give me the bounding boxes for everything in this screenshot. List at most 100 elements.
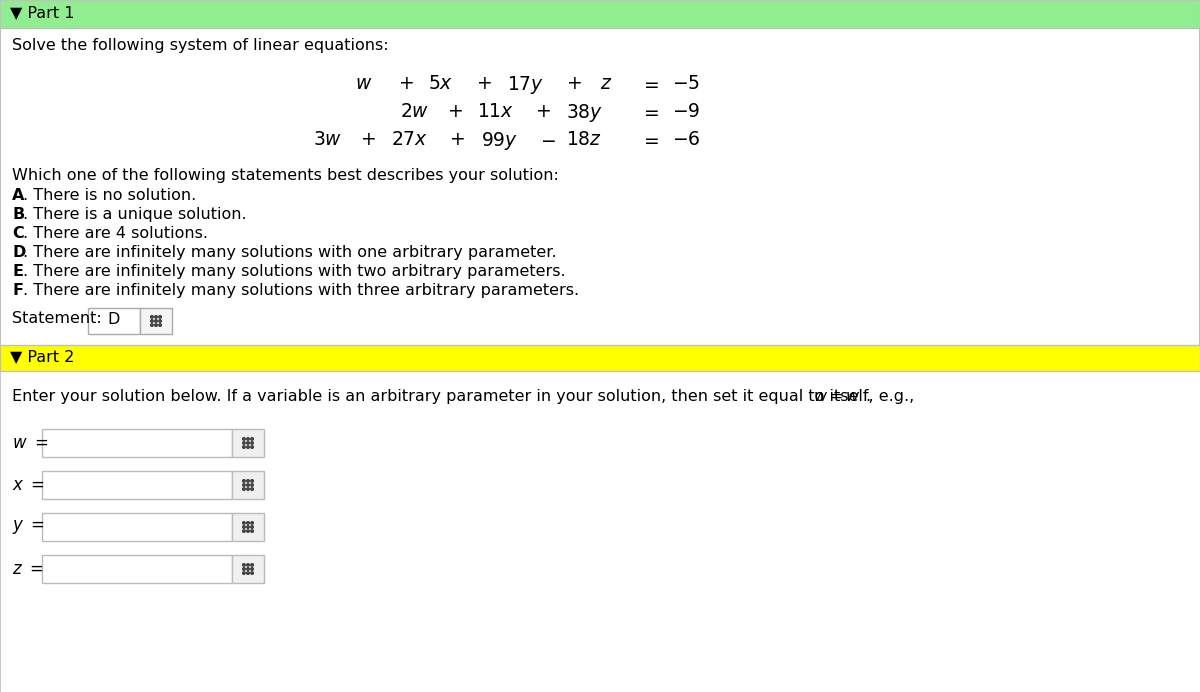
Circle shape	[251, 530, 253, 532]
Circle shape	[242, 484, 245, 486]
Bar	[42, 555, 232, 583]
Bar	[232, 429, 264, 457]
Text: . There are infinitely many solutions with three arbitrary parameters.: . There are infinitely many solutions wi…	[23, 283, 580, 298]
Text: $17y$: $17y$	[508, 74, 544, 96]
Text: F: F	[12, 283, 23, 298]
Text: . There are infinitely many solutions with two arbitrary parameters.: . There are infinitely many solutions wi…	[23, 264, 565, 279]
Text: . There are 4 solutions.: . There are 4 solutions.	[23, 226, 208, 241]
Circle shape	[242, 446, 245, 448]
Circle shape	[251, 446, 253, 448]
Text: ▼ Part 2: ▼ Part 2	[10, 349, 74, 364]
Circle shape	[247, 526, 250, 528]
Text: E: E	[12, 264, 23, 279]
Circle shape	[251, 564, 253, 566]
Bar	[0, 371, 1200, 692]
Text: Which one of the following statements best describes your solution:: Which one of the following statements be…	[12, 168, 559, 183]
Circle shape	[151, 324, 154, 327]
Circle shape	[251, 437, 253, 440]
Text: $3w$: $3w$	[313, 130, 342, 149]
Text: $+$: $+$	[566, 74, 582, 93]
Circle shape	[251, 484, 253, 486]
Text: $=$: $=$	[640, 102, 660, 121]
Circle shape	[251, 572, 253, 574]
Text: . There is no solution.: . There is no solution.	[23, 188, 197, 203]
Circle shape	[242, 488, 245, 491]
Text: . There are infinitely many solutions with one arbitrary parameter.: . There are infinitely many solutions wi…	[23, 245, 557, 260]
Text: $+$: $+$	[446, 102, 463, 121]
Circle shape	[158, 316, 161, 318]
Bar	[232, 471, 264, 499]
Circle shape	[247, 567, 250, 570]
Circle shape	[158, 320, 161, 322]
Text: $+$: $+$	[476, 74, 492, 93]
Circle shape	[251, 480, 253, 482]
Text: D: D	[108, 312, 120, 327]
Text: $w = w$: $w = w$	[814, 389, 860, 404]
Circle shape	[247, 446, 250, 448]
Text: $+$: $+$	[449, 130, 464, 149]
Circle shape	[242, 564, 245, 566]
Circle shape	[155, 320, 157, 322]
Text: Enter your solution below. If a variable is an arbitrary parameter in your solut: Enter your solution below. If a variable…	[12, 389, 919, 404]
Circle shape	[242, 441, 245, 444]
Text: $-6$: $-6$	[672, 130, 701, 149]
Text: $=$: $=$	[640, 74, 660, 93]
Bar	[42, 429, 232, 457]
Circle shape	[251, 522, 253, 525]
Circle shape	[251, 441, 253, 444]
Circle shape	[247, 484, 250, 486]
Circle shape	[251, 488, 253, 491]
Circle shape	[242, 572, 245, 574]
Text: $2w$: $2w$	[400, 102, 430, 121]
Circle shape	[155, 316, 157, 318]
Text: $11x$: $11x$	[478, 102, 514, 121]
Text: $+$: $+$	[398, 74, 414, 93]
Circle shape	[247, 480, 250, 482]
Text: $x$ $=$: $x$ $=$	[12, 476, 44, 494]
Circle shape	[151, 320, 154, 322]
Circle shape	[247, 572, 250, 574]
Text: $-9$: $-9$	[672, 102, 701, 121]
Text: A: A	[12, 188, 24, 203]
Text: $z$ $=$: $z$ $=$	[12, 560, 43, 578]
Circle shape	[251, 526, 253, 528]
Circle shape	[242, 530, 245, 532]
Text: $y$ $=$: $y$ $=$	[12, 518, 44, 536]
Text: $5x$: $5x$	[428, 74, 454, 93]
Circle shape	[247, 437, 250, 440]
Text: $18z$: $18z$	[566, 130, 602, 149]
Text: $=$: $=$	[640, 130, 660, 149]
Circle shape	[158, 324, 161, 327]
Bar	[42, 513, 232, 541]
Bar	[0, 0, 1200, 28]
Text: $w$: $w$	[355, 74, 372, 93]
Circle shape	[242, 437, 245, 440]
Circle shape	[242, 480, 245, 482]
Text: Statement:: Statement:	[12, 311, 102, 326]
Text: . There is a unique solution.: . There is a unique solution.	[23, 207, 247, 222]
Circle shape	[247, 441, 250, 444]
Circle shape	[247, 488, 250, 491]
Circle shape	[247, 530, 250, 532]
Text: $w$ $=$: $w$ $=$	[12, 434, 48, 452]
Circle shape	[155, 324, 157, 327]
Circle shape	[151, 316, 154, 318]
Circle shape	[242, 567, 245, 570]
Text: .: .	[865, 389, 870, 404]
Text: B: B	[12, 207, 24, 222]
Circle shape	[247, 564, 250, 566]
Bar	[88, 308, 140, 334]
Circle shape	[242, 522, 245, 525]
Bar	[140, 308, 172, 334]
Text: $38y$: $38y$	[566, 102, 604, 124]
Text: $+$: $+$	[360, 130, 376, 149]
Bar	[0, 345, 1200, 371]
Bar	[42, 471, 232, 499]
Text: $z$: $z$	[600, 74, 612, 93]
Circle shape	[242, 526, 245, 528]
Bar	[232, 513, 264, 541]
Text: $27x$: $27x$	[391, 130, 428, 149]
Text: C: C	[12, 226, 24, 241]
Text: ▼ Part 1: ▼ Part 1	[10, 5, 74, 20]
Text: $-$: $-$	[540, 130, 556, 149]
